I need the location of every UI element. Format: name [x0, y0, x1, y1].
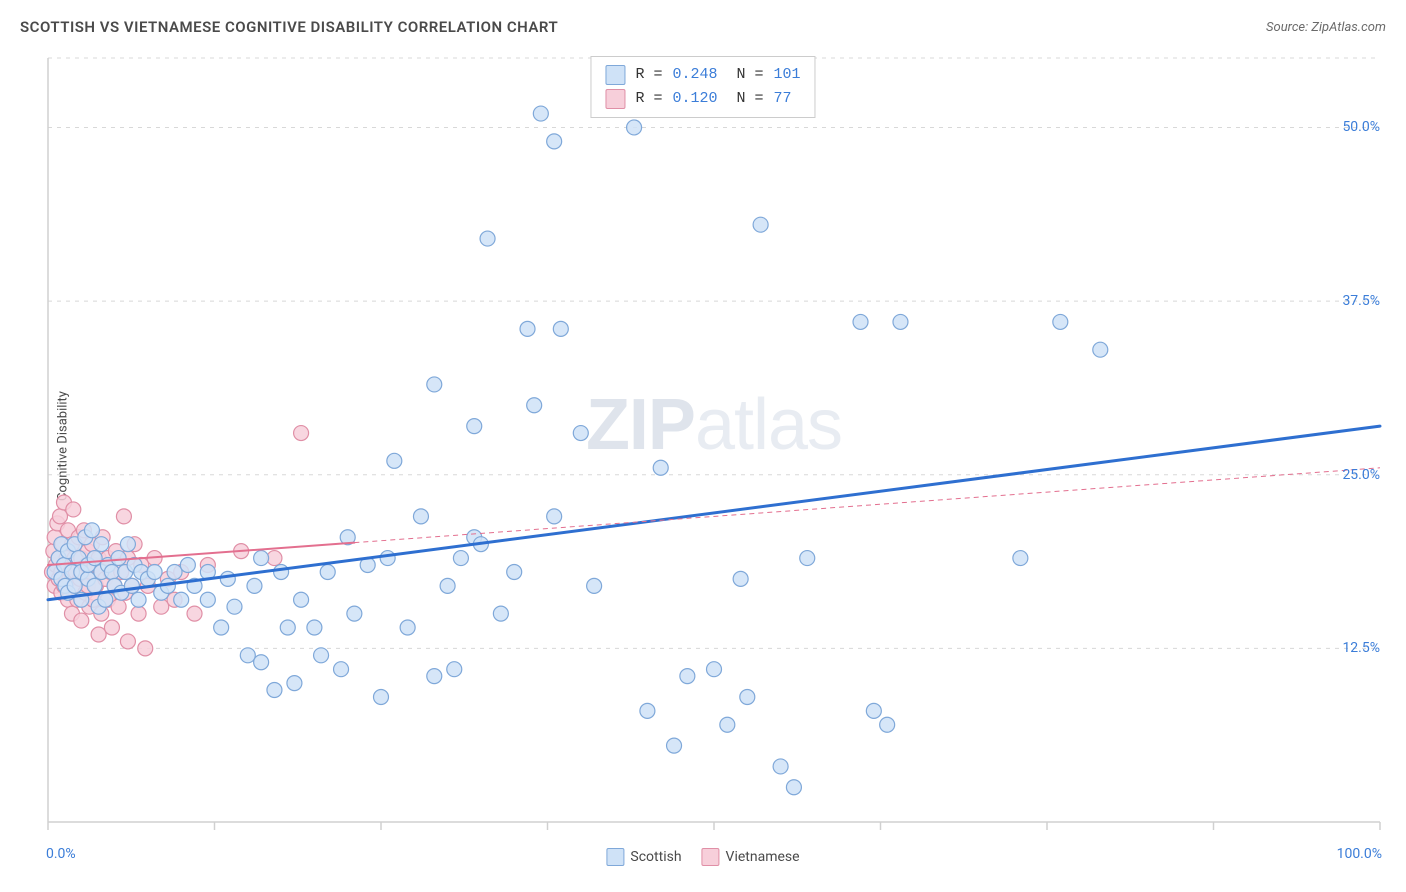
- n-value: 101: [774, 63, 801, 87]
- legend-label: Scottish: [630, 849, 681, 865]
- r-value: 0.248: [672, 63, 717, 87]
- x-axis-min-label: 0.0%: [46, 846, 76, 862]
- correlation-legend: R = 0.248 N = 101 R = 0.120 N = 77: [590, 56, 815, 118]
- header: SCOTTISH VS VIETNAMESE COGNITIVE DISABIL…: [20, 18, 1386, 36]
- y-tick-label: 25.0%: [1342, 467, 1380, 483]
- legend-swatch: [605, 89, 625, 109]
- legend-swatch: [606, 848, 624, 866]
- r-value: 0.120: [672, 87, 717, 111]
- scatter-plot: [42, 50, 1386, 832]
- series-legend: Scottish Vietnamese: [606, 848, 799, 866]
- source-label: Source: ZipAtlas.com: [1266, 20, 1386, 35]
- n-label: N =: [728, 87, 764, 111]
- r-label: R =: [635, 87, 662, 111]
- y-tick-label: 12.5%: [1342, 640, 1380, 656]
- chart-title: SCOTTISH VS VIETNAMESE COGNITIVE DISABIL…: [20, 18, 558, 36]
- correlation-row: R = 0.120 N = 77: [605, 87, 800, 111]
- n-label: N =: [728, 63, 764, 87]
- x-axis-max-label: 100.0%: [1337, 846, 1382, 862]
- correlation-row: R = 0.248 N = 101: [605, 63, 800, 87]
- legend-item: Vietnamese: [702, 848, 800, 866]
- legend-swatch: [605, 65, 625, 85]
- y-tick-label: 37.5%: [1342, 293, 1380, 309]
- n-value: 77: [774, 87, 792, 111]
- chart-area: ZIPatlas: [42, 50, 1386, 832]
- legend-item: Scottish: [606, 848, 681, 866]
- legend-swatch: [702, 848, 720, 866]
- r-label: R =: [635, 63, 662, 87]
- legend-label: Vietnamese: [726, 849, 800, 865]
- y-tick-label: 50.0%: [1342, 119, 1380, 135]
- chart-container: SCOTTISH VS VIETNAMESE COGNITIVE DISABIL…: [0, 0, 1406, 892]
